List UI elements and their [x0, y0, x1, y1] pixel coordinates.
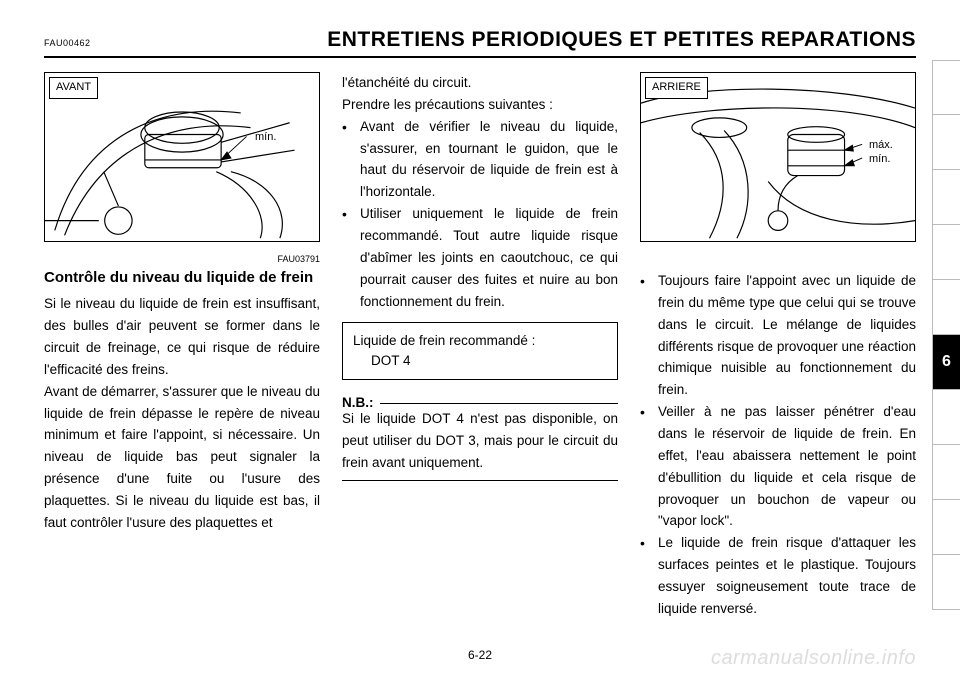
paragraph: Si le niveau du liquide de frein est ins…	[44, 293, 320, 380]
chapter-tab	[932, 225, 960, 280]
section-heading: Contrôle du niveau du liquide de frein	[44, 269, 320, 288]
min-label-rear: mín.	[869, 151, 890, 169]
manual-page: FAU00462 ENTRETIENS PERIODIQUES ET PETIT…	[0, 0, 960, 676]
chapter-tab	[932, 170, 960, 225]
figure-front-reservoir: AVANT	[44, 72, 320, 242]
recommended-fluid-box: Liquide de frein recommandé : DOT 4	[342, 322, 618, 379]
paragraph: Prendre les précautions suivantes :	[342, 94, 618, 116]
chapter-tabs: 6	[932, 60, 960, 610]
reco-line-2: DOT 4	[353, 351, 607, 371]
list-item: Utiliser uniquement le liquide de frein …	[342, 203, 618, 312]
figure-code: FAU03791	[44, 252, 320, 267]
column-1: AVANT	[44, 72, 320, 620]
nb-section: N.B.: Si le liquide DOT 4 n'est pas disp…	[342, 392, 618, 481]
paragraph: Avant de démarrer, s'assurer que le nive…	[44, 381, 320, 534]
caution-list: Toujours faire l'appoint avec un liqui­d…	[640, 270, 916, 620]
chapter-tab	[932, 280, 960, 335]
content-columns: AVANT	[44, 72, 916, 620]
chapter-tab	[932, 60, 960, 115]
page-number: 6-22	[0, 648, 960, 662]
min-label-front: mín.	[255, 129, 276, 147]
figure-label-arriere: ARRIERE	[645, 77, 708, 99]
list-item: Le liquide de frein risque d'attaquer le…	[640, 532, 916, 619]
header-title: ENTRETIENS PERIODIQUES ET PETITES REPARA…	[327, 28, 916, 52]
spacer	[640, 252, 916, 270]
list-item: Avant de vérifier le niveau du liqui­de,…	[342, 116, 618, 203]
figure-label-avant: AVANT	[49, 77, 98, 99]
chapter-tab	[932, 555, 960, 610]
column-3: ARRIERE	[640, 72, 916, 620]
chapter-tab	[932, 115, 960, 170]
paragraph: l'étanchéité du circuit.	[342, 72, 618, 94]
chapter-tab-active: 6	[932, 335, 960, 390]
page-header: FAU00462 ENTRETIENS PERIODIQUES ET PETIT…	[44, 28, 916, 58]
nb-rule	[380, 403, 618, 404]
list-item: Toujours faire l'appoint avec un liqui­d…	[640, 270, 916, 401]
chapter-tab	[932, 390, 960, 445]
list-item: Veiller à ne pas laisser pénétrer d'e­au…	[640, 401, 916, 532]
figure-rear-reservoir: ARRIERE	[640, 72, 916, 242]
column-2: l'étanchéité du circuit. Prendre les pré…	[342, 72, 618, 620]
chapter-tab	[932, 445, 960, 500]
nb-label: N.B.:	[342, 395, 374, 410]
precaution-list: Avant de vérifier le niveau du liqui­de,…	[342, 116, 618, 313]
header-code: FAU00462	[44, 38, 91, 48]
nb-text: Si le liquide DOT 4 n'est pas disponi­bl…	[342, 408, 618, 474]
nb-end-rule	[342, 480, 618, 481]
chapter-tab	[932, 500, 960, 555]
reco-line-1: Liquide de frein recommandé :	[353, 331, 607, 351]
